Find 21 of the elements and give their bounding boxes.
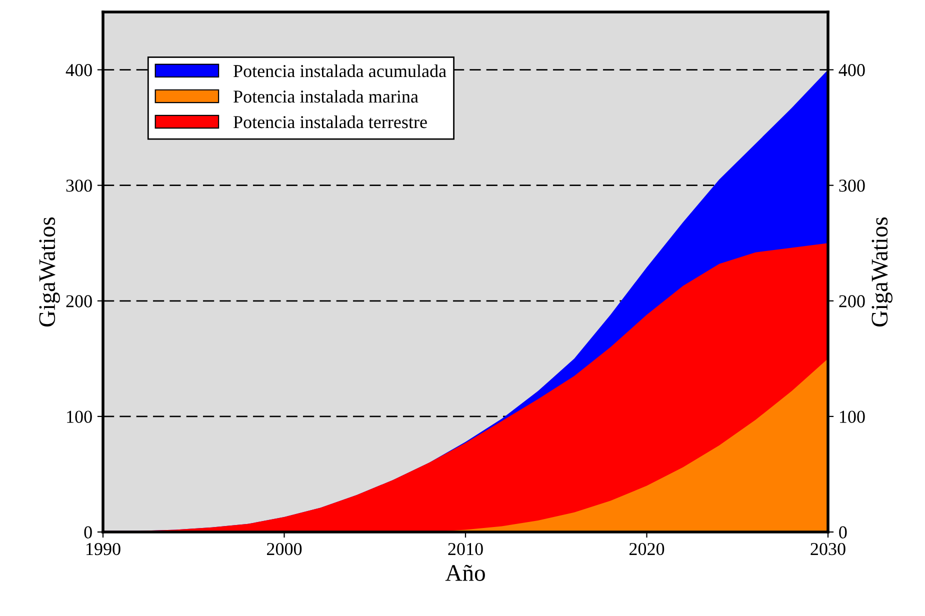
y2-tick-label: 100: [840, 410, 865, 423]
y2-tick-label: 300: [839, 180, 865, 192]
x-tick-label: 1990: [86, 542, 120, 556]
y2-tick-label: 200: [839, 295, 865, 308]
legend-label: Potencia instalada acumulada: [234, 64, 446, 78]
y2-tick-label: 0: [839, 526, 847, 538]
x-axis-title: Año: [445, 564, 485, 581]
y-tick-label: 100: [67, 410, 92, 423]
y-axis-title: GigaWatios: [39, 217, 60, 326]
y-tick-label: 200: [66, 295, 92, 308]
x-tick-label: 2000: [266, 542, 302, 556]
y-tick-label: 300: [66, 180, 92, 192]
x-tick-label: 2020: [629, 542, 664, 556]
y2-axis-title: GigaWatios: [872, 217, 892, 326]
legend-label: Potencia instalada marina: [234, 90, 418, 103]
y-tick-label: 400: [66, 64, 92, 76]
x-tick-label: 2030: [810, 542, 846, 556]
y-tick-label: 0: [84, 526, 92, 538]
legend-label: Potencia instalada terrestre: [234, 115, 427, 128]
x-tick-label: 2010: [448, 542, 483, 556]
y2-tick-label: 400: [838, 64, 865, 76]
